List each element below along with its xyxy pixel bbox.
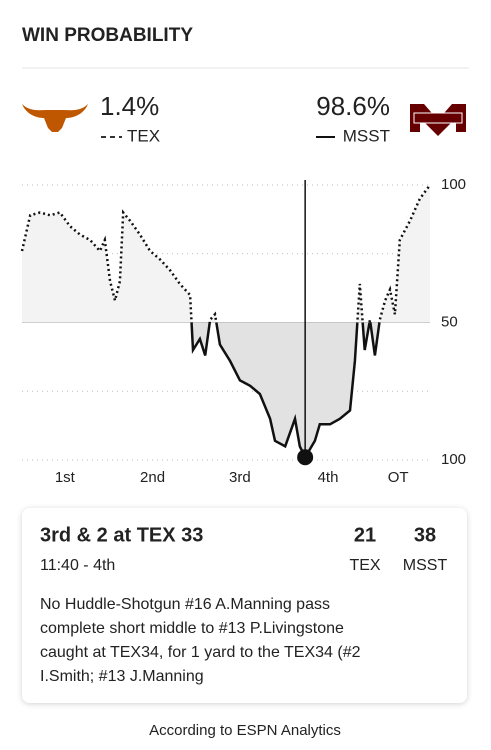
line-lower: [190, 322, 381, 460]
y-tick-label: 50: [441, 313, 458, 330]
score-team: TEX: [349, 557, 380, 574]
team-pct: 98.6%: [316, 91, 390, 121]
line-upper: [20, 184, 432, 323]
tex-logo: [22, 104, 88, 132]
area-upper: [22, 185, 430, 323]
cursor-dot: [297, 449, 314, 466]
x-tick-label: OT: [388, 469, 409, 486]
x-tick-label: 1st: [55, 469, 76, 486]
x-tick-label: 4th: [318, 469, 339, 486]
team-abbr: TEX: [127, 126, 160, 145]
clock: 11:40 - 4th: [40, 557, 115, 574]
situation: 3rd & 2 at TEX 33: [40, 524, 203, 546]
score-team: MSST: [403, 557, 448, 574]
description-line: I.Smith; #13 J.Manning: [40, 668, 204, 685]
team-pct: 1.4%: [100, 91, 159, 121]
score: 38: [414, 524, 436, 546]
description-line: No Huddle-Shotgun #16 A.Manning pass: [40, 596, 330, 613]
team-abbr: MSST: [343, 126, 390, 145]
y-tick-label: 100: [441, 176, 466, 193]
footer: According to ESPN Analytics: [149, 722, 341, 739]
description: No Huddle-Shotgun #16 A.Manning pass comp…: [40, 596, 361, 685]
score: 21: [354, 524, 376, 546]
x-tick-label: 2nd: [140, 469, 165, 486]
y-tick-label: 100: [441, 451, 466, 468]
description-line: caught at TEX34, for 1 yard to the TEX34…: [40, 644, 361, 661]
msst-logo: [410, 104, 466, 136]
description-line: complete short middle to #13 P.Livingsto…: [40, 620, 344, 637]
play-card: [22, 508, 467, 703]
chart: 100 50 100 1st 2nd 3rd 4th OT: [20, 176, 466, 486]
title: WIN PROBABILITY: [22, 25, 193, 46]
x-tick-label: 3rd: [229, 469, 251, 486]
